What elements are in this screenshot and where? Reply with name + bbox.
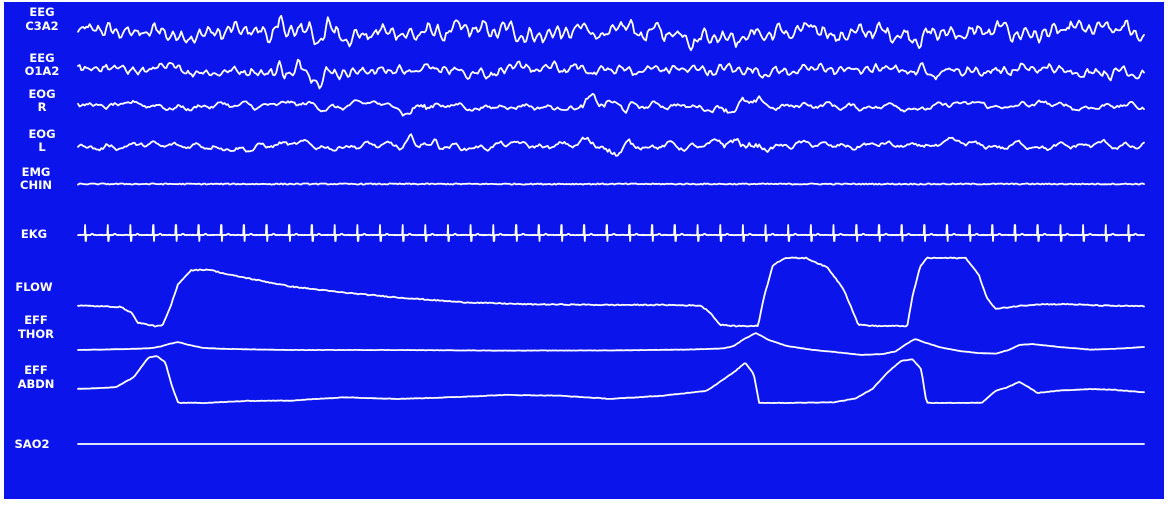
channel-label-eff_abdn: ABDN <box>18 377 55 391</box>
trace-ekg <box>77 224 1145 242</box>
channel-label-eff_thor: EFF <box>24 313 48 327</box>
channel-label-ekg: EKG <box>21 227 47 241</box>
channel-label-eff_thor: THOR <box>18 327 54 341</box>
channel-label-emg_chin: CHIN <box>20 178 52 192</box>
trace-eeg_o1a2 <box>77 58 1145 90</box>
channel-label-flow: FLOW <box>15 280 53 294</box>
channel-label-eog_r: EOG <box>28 87 55 101</box>
trace-flow <box>77 256 1145 328</box>
trace-eff_thor <box>77 332 1145 356</box>
channel-label-eog_l: L <box>38 140 46 154</box>
trace-eff_abdn <box>77 355 1145 404</box>
channel-label-eeg_c3a2: EEG <box>29 5 54 19</box>
trace-emg_chin <box>77 182 1145 186</box>
channel-traces <box>77 14 1145 445</box>
trace-eog_l <box>77 133 1145 157</box>
channel-label-eff_abdn: EFF <box>24 363 48 377</box>
channel-label-sao2: SAO2 <box>15 437 50 451</box>
channel-label-eog_r: R <box>38 100 47 114</box>
channel-label-emg_chin: EMG <box>22 165 51 179</box>
trace-eog_r <box>77 92 1145 117</box>
polysomnography-panel <box>4 2 1164 499</box>
channel-label-eeg_c3a2: C3A2 <box>25 19 58 33</box>
trace-eeg_c3a2 <box>77 14 1145 52</box>
channel-label-eog_l: EOG <box>28 127 55 141</box>
channel-label-eeg_o1a2: EEG <box>29 51 54 65</box>
channel-labels: EEGC3A2EEGO1A2EOGREOGLEMGCHINEKGFLOWEFFT… <box>15 5 60 451</box>
channel-label-eeg_o1a2: O1A2 <box>25 64 60 78</box>
